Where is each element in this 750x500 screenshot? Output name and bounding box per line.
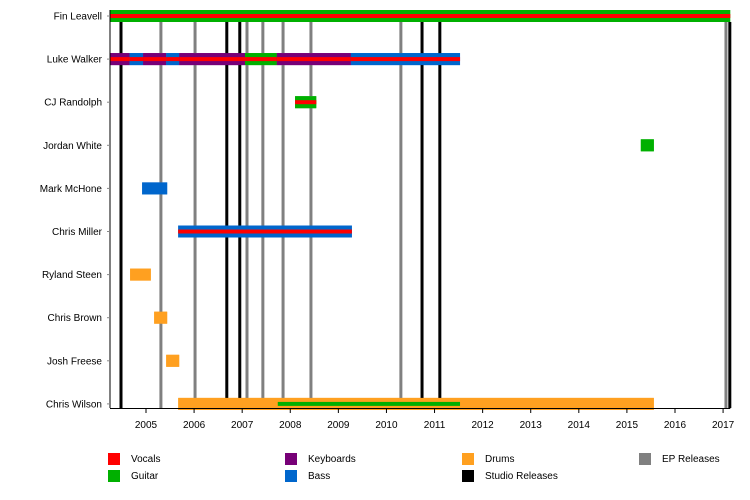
member-label: Chris Brown <box>48 313 102 324</box>
x-tick-label: 2009 <box>327 420 350 431</box>
x-tick-label: 2015 <box>616 420 639 431</box>
role-stripe-overlay <box>166 57 180 62</box>
member-label: Chris Miller <box>52 227 103 238</box>
ep-release-line <box>724 22 728 408</box>
role-bar-overlay <box>154 311 168 324</box>
member-label: Chris Wilson <box>46 399 102 410</box>
studio-release-line <box>238 22 242 408</box>
ep-release-line <box>193 22 197 408</box>
x-tick-label: 2005 <box>135 420 158 431</box>
role-stripe-overlay <box>276 57 351 62</box>
role-bar-overlay <box>277 401 461 406</box>
member-label: Fin Leavell <box>54 12 102 23</box>
role-stripe-overlay <box>143 57 167 62</box>
role-stripe-overlay <box>109 57 130 62</box>
role-stripe-overlay <box>295 100 317 105</box>
ep-release-line <box>245 22 249 408</box>
role-bar-overlay <box>142 182 168 195</box>
role-stripe-overlay <box>245 57 277 62</box>
member-label: Jordan White <box>43 141 102 152</box>
ep-release-line <box>309 22 313 408</box>
member-label: Luke Walker <box>47 55 103 66</box>
ep-release-line <box>261 22 265 408</box>
ep-release-line <box>281 22 285 408</box>
role-bar-overlay <box>166 354 180 367</box>
x-tick-label: 2011 <box>424 420 446 431</box>
x-tick-label: 2010 <box>375 420 398 431</box>
x-tick-label: 2006 <box>183 420 206 431</box>
x-tick-label: 2007 <box>231 420 254 431</box>
member-label: Mark McHone <box>40 184 103 195</box>
studio-release-line <box>420 22 424 408</box>
role-bar-overlay <box>640 139 654 152</box>
member-label: Ryland Steen <box>42 270 102 281</box>
member-label: Josh Freese <box>47 356 102 367</box>
studio-release-line <box>119 22 123 408</box>
member-label: CJ Randolph <box>44 98 102 109</box>
studio-release-line <box>728 22 732 408</box>
role-stripe-overlay <box>129 57 144 62</box>
role-bar-overlay <box>130 268 151 281</box>
role-stripe-overlay <box>350 57 461 62</box>
studio-release-line <box>225 22 229 408</box>
x-tick-label: 2012 <box>472 420 495 431</box>
x-tick-label: 2008 <box>279 420 302 431</box>
studio-release-line <box>438 22 442 408</box>
ep-release-line <box>159 22 163 408</box>
role-stripe-overlay <box>179 57 246 62</box>
x-tick-label: 2014 <box>568 420 591 431</box>
x-tick-label: 2013 <box>520 420 543 431</box>
role-stripe-vocals <box>109 14 731 18</box>
x-tick-label: 2016 <box>664 420 687 431</box>
x-tick-label: 2017 <box>712 420 735 431</box>
role-stripe-overlay <box>178 229 352 234</box>
ep-release-line <box>399 22 403 408</box>
